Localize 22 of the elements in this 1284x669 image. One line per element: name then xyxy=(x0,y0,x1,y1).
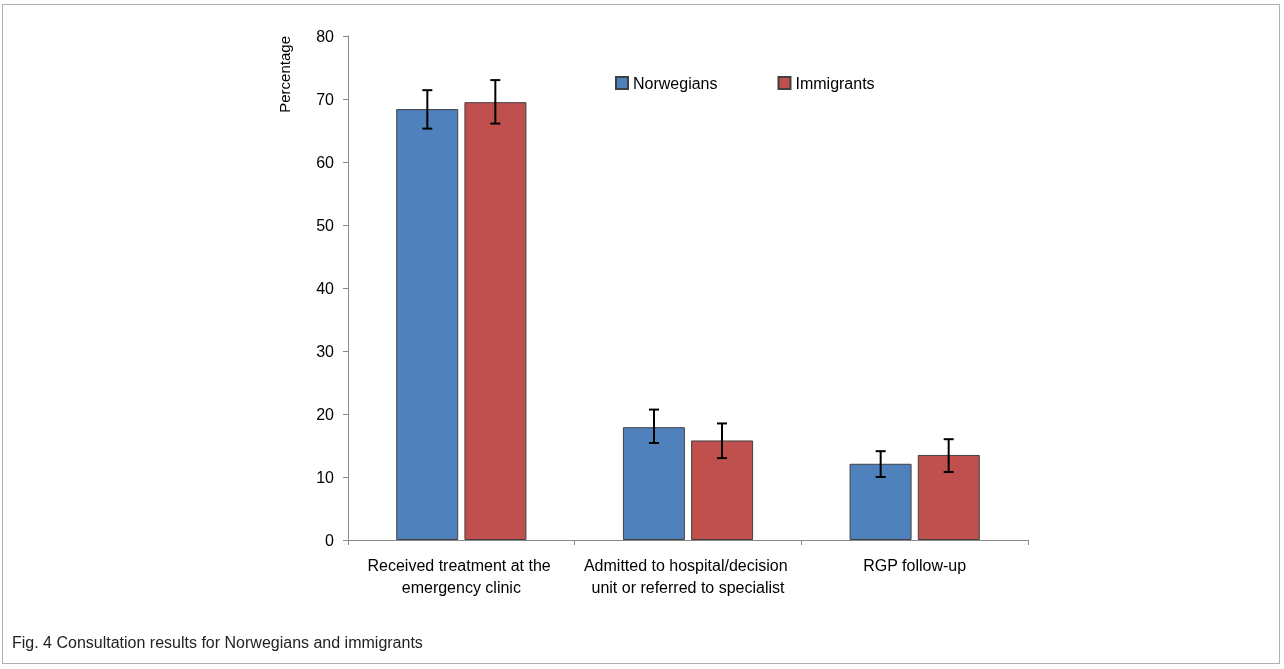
y-tick-label: 0 xyxy=(325,531,335,549)
y-tick-label: 30 xyxy=(316,342,335,360)
x-tick-label: Admitted to hospital/decision unit or referred to specialist xyxy=(583,556,793,596)
bar xyxy=(622,427,685,540)
bar xyxy=(464,102,527,540)
y-tick-label: 10 xyxy=(316,468,335,486)
x-tick-label: Received treatment at the emergency clinic xyxy=(367,556,556,596)
bar xyxy=(396,109,459,540)
y-tick-label: 60 xyxy=(316,153,335,171)
y-tick-label: 80 xyxy=(316,27,335,45)
bar xyxy=(849,463,912,540)
y-tick-label: 40 xyxy=(316,279,335,297)
legend-label: Immigrants xyxy=(795,74,875,92)
caption: Fig. 4 Consultation results for Norwegians and immigrants xyxy=(12,633,423,651)
y-axis-title: Percentage xyxy=(275,36,293,113)
legend-label: Norwegians xyxy=(633,74,718,92)
bar xyxy=(691,440,754,540)
bar xyxy=(917,454,980,540)
y-tick-label: 20 xyxy=(316,405,335,423)
y-tick-label: 50 xyxy=(316,216,335,234)
y-tick-label: 70 xyxy=(316,90,335,108)
x-tick-label: RGP follow-up xyxy=(863,556,967,574)
